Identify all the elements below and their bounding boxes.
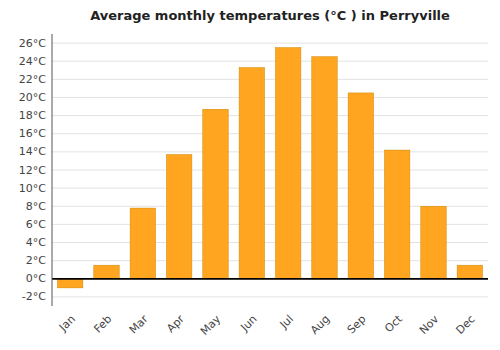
bar [312,57,337,279]
y-tick-label: 2°C [26,254,46,267]
x-tick-label: Nov [417,312,442,337]
y-tick-label: 12°C [19,164,46,177]
bar [421,206,446,279]
y-tick-label: 8°C [26,200,46,213]
y-axis-labels: -2°C 0°C 2°C 4°C 6°C 8°C 10°C 12°C 14°C 16°C 18°C 2… [19,37,46,304]
y-tick-label: 0°C [26,272,46,285]
grid-line [52,188,488,189]
bar [130,208,155,279]
grid-line [52,97,488,98]
x-tick-label: Mar [127,312,151,336]
y-tick-label: 16°C [19,127,46,140]
grid-line [52,43,488,44]
x-tick-label: Oct [382,312,405,335]
bar [275,48,300,279]
grid-line [52,133,488,134]
bar [457,265,482,279]
bar [239,68,264,279]
x-tick-label: Aug [308,313,332,337]
title: Average monthly temperatures (°C ) in Pe… [90,8,450,23]
x-tick-label: Jan [56,313,78,335]
y-tick-label: 18°C [19,109,46,122]
bar [94,265,119,279]
y-tick-label: 4°C [26,236,46,249]
x-tick-label: Dec [453,313,477,337]
bar [348,93,373,279]
grid-line [52,278,488,279]
y-tick-label: 6°C [26,218,46,231]
y-tick-label: 10°C [19,182,46,195]
grid-line [52,61,488,62]
y-tick-label: 24°C [19,55,46,68]
grid-line [52,296,488,297]
bar [166,155,191,279]
bar [203,109,228,279]
grid-line [52,79,488,80]
x-axis-labels: Jan Feb Mar Apr May Jun Jul Aug Sep Oct Nov Dec [56,312,478,338]
chart: Average monthly temperatures (°C ) in Pe… [0,0,500,350]
zero-line [52,278,488,280]
x-tick-label: Jul [277,313,296,332]
y-tick-label: 14°C [19,145,46,158]
x-tick-label: Sep [345,313,369,337]
y-tick-label: 26°C [19,37,46,50]
x-tick-label: Jun [238,313,260,335]
y-tick-label: 22°C [19,73,46,86]
y-tick-label: 20°C [19,91,46,104]
grid [52,43,488,297]
bars [57,48,482,288]
bar [384,150,409,279]
x-tick-label: May [198,312,224,338]
chart-container: Average monthly temperatures (°C ) in Pe… [0,0,500,350]
y-tick-label: -2°C [22,290,46,303]
grid-line [52,151,488,152]
y-axis-line [52,34,53,306]
x-tick-label: Feb [91,313,114,336]
x-tick-label: Apr [164,312,187,335]
grid-line [52,115,488,116]
bar [57,279,82,288]
grid-line [52,170,488,171]
